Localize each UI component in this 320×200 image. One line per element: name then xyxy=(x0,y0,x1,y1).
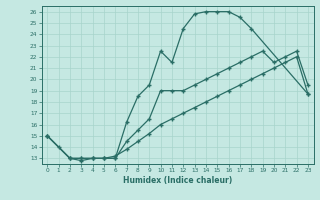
X-axis label: Humidex (Indice chaleur): Humidex (Indice chaleur) xyxy=(123,176,232,185)
